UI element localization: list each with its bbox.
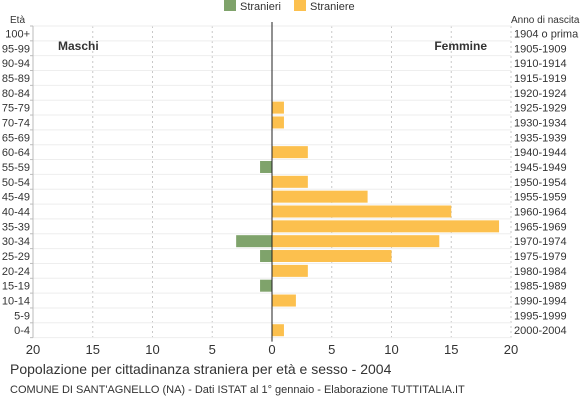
birth-year-tick-label: 1905-1909	[514, 43, 567, 55]
bar-straniere-75-79	[272, 101, 284, 114]
age-tick-label: 0-4	[14, 325, 30, 337]
x-tick-label: 20	[504, 342, 518, 357]
side-label-maschi: Maschi	[58, 39, 99, 53]
age-tick-label: 25-29	[2, 251, 30, 263]
bar-stranieri-15-19	[260, 279, 272, 292]
birth-year-tick-label: 1910-1914	[514, 58, 567, 70]
age-tick-label: 15-19	[2, 281, 30, 293]
bar-straniere-0-4	[272, 324, 284, 337]
birth-year-tick-label: 1975-1979	[514, 251, 567, 263]
birth-year-axis-label: Anno di nascita	[511, 15, 580, 26]
birth-year-tick-label: 1915-1919	[514, 73, 567, 85]
birth-year-tick-label: 1985-1989	[514, 281, 567, 293]
x-tick-label: 20	[26, 342, 40, 357]
birth-year-tick-label: 1920-1924	[514, 88, 567, 100]
bar-straniere-60-64	[272, 146, 308, 159]
side-label-femmine: Femmine	[434, 39, 487, 53]
birth-year-tick-label: 1945-1949	[514, 162, 567, 174]
age-tick-label: 95-99	[2, 43, 30, 55]
x-tick-label: 10	[145, 342, 159, 357]
birth-year-tick-label: 1990-1994	[514, 296, 567, 308]
age-tick-label: 80-84	[2, 88, 30, 100]
bar-straniere-45-49	[272, 190, 368, 203]
labels: 100+ 1904 o prima 95-99 1905-1909 90-94 1910-…	[2, 0, 580, 357]
legend-straniere-label: Straniere	[310, 1, 355, 13]
x-tick-label: 10	[384, 342, 398, 357]
birth-year-tick-label: 1950-1954	[514, 177, 567, 189]
chart-title: Popolazione per cittadinanza straniera p…	[10, 361, 392, 377]
age-tick-label: 50-54	[2, 177, 30, 189]
age-tick-label: 55-59	[2, 162, 30, 174]
bar-straniere-20-24	[272, 264, 308, 277]
x-tick-label: 5	[209, 342, 216, 357]
x-tick-label: 0	[268, 342, 275, 357]
birth-year-tick-label: 1995-1999	[514, 310, 567, 322]
bar-straniere-40-44	[272, 205, 452, 218]
legend-stranieri-swatch	[224, 0, 236, 11]
age-axis-label: Età	[10, 15, 25, 26]
age-tick-label: 45-49	[2, 192, 30, 204]
age-tick-label: 20-24	[2, 266, 30, 278]
bar-stranieri-25-29	[260, 250, 272, 263]
bar-straniere-10-14	[272, 294, 296, 307]
bar-straniere-50-54	[272, 175, 308, 188]
birth-year-tick-label: 2000-2004	[514, 325, 567, 337]
birth-year-tick-label: 1930-1934	[514, 117, 567, 129]
x-tick-label: 15	[86, 342, 100, 357]
chart-subtitle: COMUNE DI SANT'AGNELLO (NA) - Dati ISTAT…	[10, 384, 465, 396]
bar-straniere-70-74	[272, 116, 284, 129]
x-tick-label: 5	[328, 342, 335, 357]
legend-straniere-swatch	[294, 0, 306, 11]
x-tick-label: 15	[444, 342, 458, 357]
bar-stranieri-55-59	[260, 160, 272, 173]
age-tick-label: 30-34	[2, 236, 30, 248]
axes	[30, 22, 273, 342]
age-tick-label: 85-89	[2, 73, 30, 85]
birth-year-tick-label: 1970-1974	[514, 236, 567, 248]
birth-year-tick-label: 1940-1944	[514, 147, 567, 159]
age-tick-label: 10-14	[2, 296, 30, 308]
birth-year-tick-label: 1955-1959	[514, 192, 567, 204]
bar-stranieri-30-34	[236, 235, 272, 248]
age-tick-label: 60-64	[2, 147, 30, 159]
bar-straniere-30-34	[272, 235, 440, 248]
bars	[236, 101, 500, 337]
age-tick-label: 100+	[5, 28, 30, 40]
birth-year-tick-label: 1980-1984	[514, 266, 567, 278]
bar-straniere-25-29	[272, 250, 392, 263]
age-tick-label: 5-9	[14, 310, 30, 322]
bar-straniere-35-39	[272, 220, 500, 233]
age-tick-label: 40-44	[2, 207, 30, 219]
age-tick-label: 65-69	[2, 132, 30, 144]
birth-year-tick-label: 1960-1964	[514, 207, 567, 219]
age-tick-label: 75-79	[2, 103, 30, 115]
age-tick-label: 35-39	[2, 221, 30, 233]
birth-year-tick-label: 1904 o prima	[514, 28, 579, 40]
age-tick-label: 70-74	[2, 117, 30, 129]
legend-stranieri-label: Stranieri	[240, 1, 281, 13]
birth-year-tick-label: 1965-1969	[514, 221, 567, 233]
birth-year-tick-label: 1935-1939	[514, 132, 567, 144]
age-tick-label: 90-94	[2, 58, 30, 70]
birth-year-tick-label: 1925-1929	[514, 103, 567, 115]
